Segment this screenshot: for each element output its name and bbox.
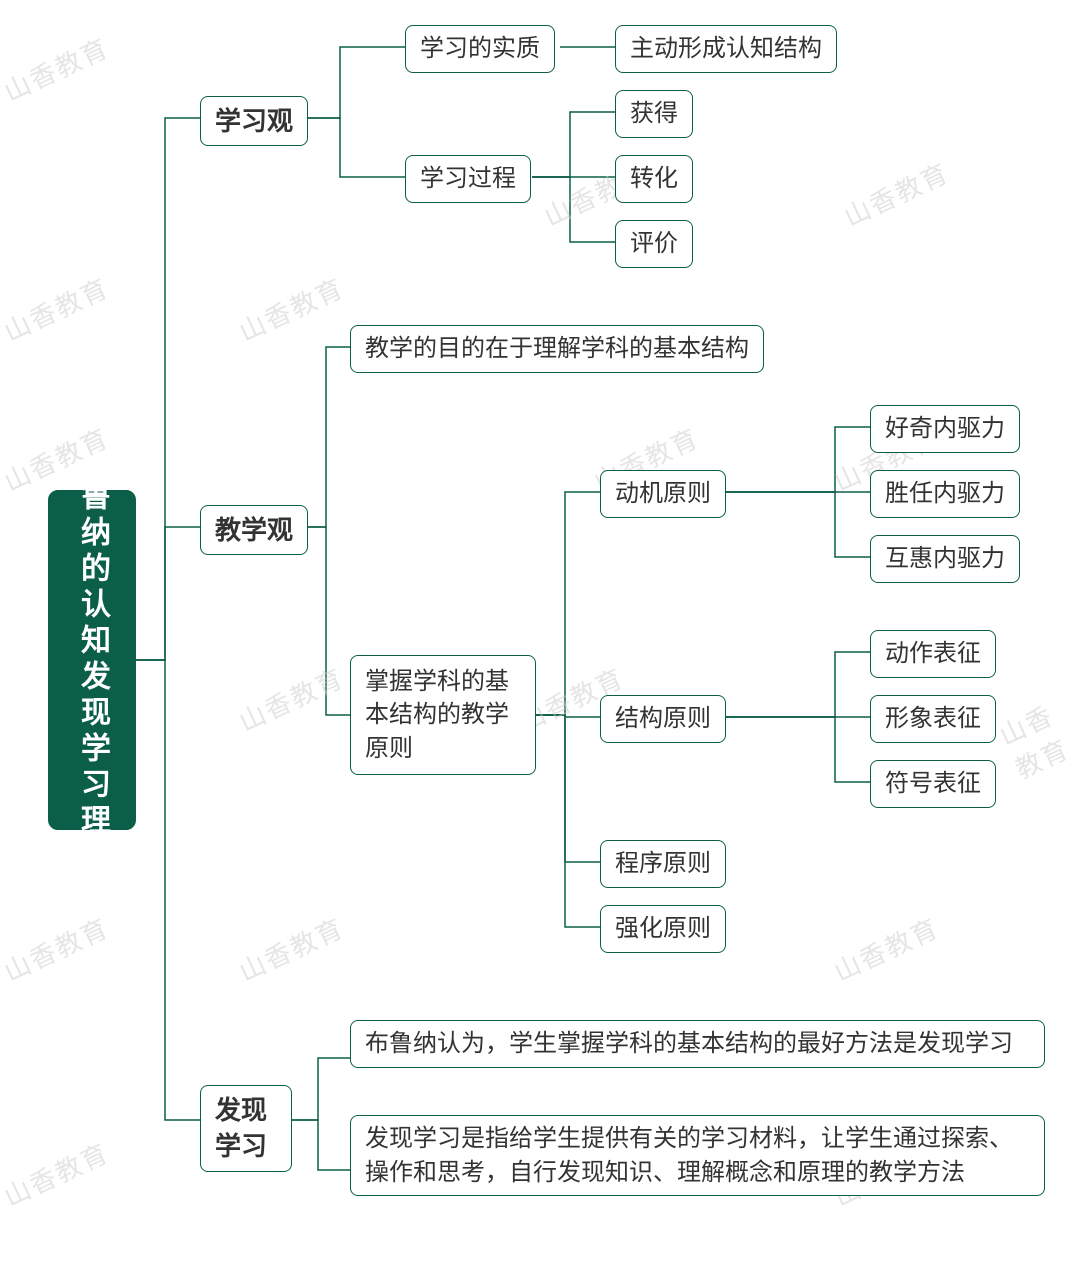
- mindmap-node-l5: 形象表征: [870, 695, 996, 743]
- mindmap-node-l5: 互惠内驱力: [870, 535, 1020, 583]
- watermark: 山香教育: [0, 1133, 115, 1214]
- mindmap-node-l4: 评价: [615, 220, 693, 268]
- mindmap-node-l3: 学习的实质: [405, 25, 555, 73]
- watermark: 山香教育: [0, 28, 115, 109]
- mindmap-node-l5: 符号表征: [870, 760, 996, 808]
- mindmap-node-l3: 学习过程: [405, 155, 531, 203]
- watermark: 山香教育: [0, 268, 115, 349]
- mindmap-node-l4: 强化原则: [600, 905, 726, 953]
- mindmap-node-l4: 转化: [615, 155, 693, 203]
- watermark: 山香教育: [993, 688, 1080, 787]
- mindmap-node-l2: 教学观: [200, 505, 308, 555]
- root-node: 布鲁纳的认知发现学习理论: [48, 490, 136, 830]
- mindmap-node-l4: 获得: [615, 90, 693, 138]
- mindmap-node-l4: 结构原则: [600, 695, 726, 743]
- watermark: 山香教育: [232, 658, 349, 739]
- watermark: 山香教育: [232, 268, 349, 349]
- watermark: 山香教育: [827, 908, 944, 989]
- mindmap-node-l5: 胜任内驱力: [870, 470, 1020, 518]
- watermark: 山香教育: [0, 908, 115, 989]
- mindmap-node-l5: 动作表征: [870, 630, 996, 678]
- mindmap-node-l4: 动机原则: [600, 470, 726, 518]
- mindmap-node-l3: 教学的目的在于理解学科的基本结构: [350, 325, 764, 373]
- mindmap-node-l4: 程序原则: [600, 840, 726, 888]
- mindmap-node-l3: 发现学习是指给学生提供有关的学习材料，让学生通过探索、操作和思考，自行发现知识、…: [350, 1115, 1045, 1196]
- mindmap-node-l2: 发现学习: [200, 1085, 292, 1172]
- mindmap-node-l2: 学习观: [200, 96, 308, 146]
- mindmap-node-l3: 布鲁纳认为，学生掌握学科的基本结构的最好方法是发现学习: [350, 1020, 1045, 1068]
- watermark: 山香教育: [232, 908, 349, 989]
- watermark: 山香教育: [837, 153, 954, 234]
- mindmap-node-l3: 掌握学科的基本结构的教学原则: [350, 655, 536, 775]
- mindmap-node-l5: 好奇内驱力: [870, 405, 1020, 453]
- mindmap-node-l4: 主动形成认知结构: [615, 25, 837, 73]
